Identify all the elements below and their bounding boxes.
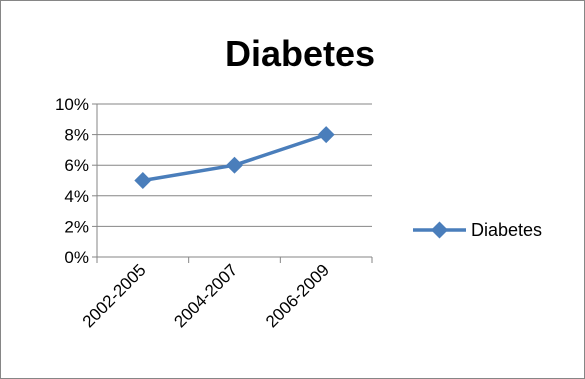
chart-title: Diabetes: [225, 33, 375, 74]
data-point-marker: [134, 172, 152, 189]
data-point-marker: [226, 156, 243, 174]
x-tick-label: 2002-2005: [79, 260, 150, 331]
legend-label: Diabetes: [471, 220, 542, 240]
gridlines: [97, 103, 372, 227]
legend: Diabetes: [413, 220, 542, 240]
y-tick-label: 10%: [55, 95, 89, 114]
y-tick-label: 8%: [64, 126, 89, 145]
y-tick-labels: 0% 2% 4% 6% 8% 10%: [55, 95, 89, 267]
series-layer: [134, 126, 335, 189]
data-point-marker: [317, 126, 335, 144]
y-tick-label: 2%: [64, 217, 89, 236]
legend-marker-swatch: [431, 221, 448, 239]
y-tick-label: 4%: [64, 187, 89, 206]
x-tick-label: 2004-2007: [170, 260, 241, 331]
axes: [92, 103, 373, 263]
x-tick-label: 2006-2009: [262, 260, 333, 331]
y-tick-label: 6%: [64, 156, 89, 175]
x-tick-labels: 2002-2005 2004-2007 2006-2009: [79, 260, 333, 331]
y-tick-label: 0%: [64, 248, 89, 267]
